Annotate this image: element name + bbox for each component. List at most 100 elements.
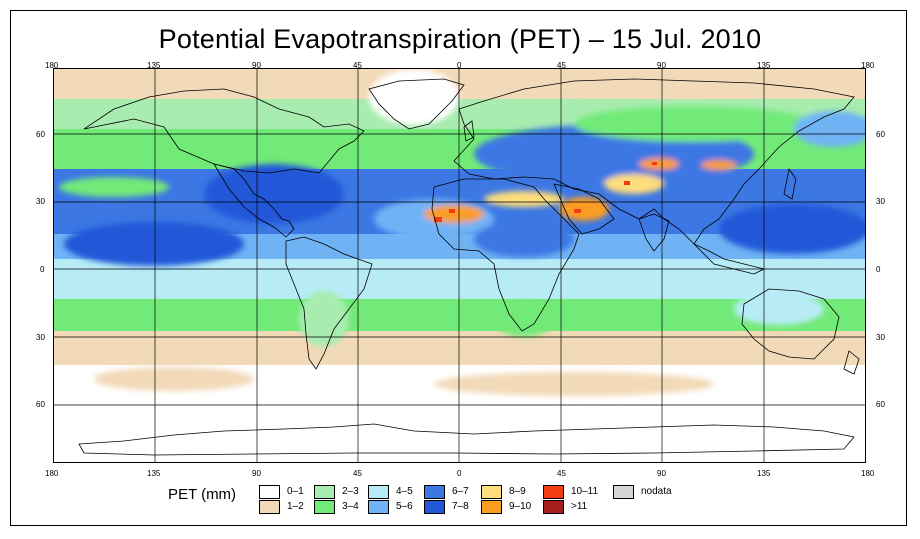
legend-label: 5–6 bbox=[396, 501, 413, 512]
legend-swatch bbox=[613, 485, 634, 499]
tick-bottom-4: 0 bbox=[457, 469, 462, 478]
band-equator bbox=[54, 259, 865, 304]
legend-swatch bbox=[543, 485, 564, 499]
tick-top-0: 180 bbox=[45, 61, 59, 70]
legend-label: 6–7 bbox=[452, 486, 469, 497]
legend-swatch bbox=[314, 485, 335, 499]
hotspot-sahara-red-2 bbox=[449, 209, 455, 213]
tick-right-3: 30 bbox=[876, 333, 885, 342]
tick-top-3: 45 bbox=[353, 61, 362, 70]
legend-label: 8–9 bbox=[509, 486, 526, 497]
patch-arctic-white bbox=[554, 72, 794, 96]
patch-north-pacific-lightblue bbox=[794, 111, 865, 147]
pet-patches bbox=[59, 69, 865, 396]
coast-eurasia bbox=[453, 78, 855, 245]
tick-top-6: 90 bbox=[657, 61, 666, 70]
legend-swatch bbox=[259, 500, 280, 514]
tick-bottom-7: 135 bbox=[757, 469, 771, 478]
patch-greenland-white bbox=[369, 69, 459, 125]
legend-label: 3–4 bbox=[342, 501, 359, 512]
legend-label: 7–8 bbox=[452, 501, 469, 512]
tick-bottom-0: 180 bbox=[45, 469, 59, 478]
hotspot-sahara-red-1 bbox=[434, 217, 442, 222]
patch-africa-blue bbox=[474, 221, 574, 257]
patch-siberia-green bbox=[574, 106, 814, 142]
tick-right-2: 0 bbox=[876, 265, 881, 274]
legend-label: 9–10 bbox=[509, 501, 532, 512]
legend-swatch bbox=[543, 500, 564, 514]
tick-left-3: 30 bbox=[36, 333, 45, 342]
hotspot-iran-red bbox=[624, 181, 630, 185]
tick-top-5: 45 bbox=[557, 61, 566, 70]
coast-africa bbox=[431, 178, 580, 332]
patch-south-tan-1 bbox=[94, 367, 254, 391]
coast-north-america bbox=[83, 88, 365, 174]
tick-left-1: 30 bbox=[36, 197, 45, 206]
tick-bottom-8: 180 bbox=[861, 469, 875, 478]
tick-bottom-2: 90 bbox=[252, 469, 261, 478]
legend-swatch bbox=[259, 485, 280, 499]
coast-greenland bbox=[368, 78, 465, 130]
legend-label: nodata bbox=[641, 486, 672, 497]
coast-arabia bbox=[553, 183, 615, 235]
legend-swatch bbox=[481, 485, 502, 499]
patch-south-tan-2 bbox=[434, 372, 714, 396]
coast-india bbox=[638, 213, 670, 252]
patch-south-america-green bbox=[299, 291, 349, 347]
figure-frame bbox=[10, 10, 907, 526]
legend-label: 1–2 bbox=[287, 501, 304, 512]
tick-bottom-1: 135 bbox=[147, 469, 161, 478]
coast-uk bbox=[463, 120, 475, 142]
coast-central-america bbox=[213, 163, 295, 238]
legend-swatch bbox=[368, 485, 389, 499]
patch-australia-cyan bbox=[734, 293, 824, 325]
patch-iran-yellow bbox=[604, 174, 664, 194]
patch-arabia-orange bbox=[559, 197, 609, 221]
coast-antarctica bbox=[78, 423, 855, 456]
patch-pacific-green-1 bbox=[59, 177, 169, 197]
hotspots bbox=[434, 162, 657, 222]
legend-label: 10–11 bbox=[571, 486, 599, 497]
tick-left-4: 60 bbox=[36, 400, 45, 409]
tick-left-0: 60 bbox=[36, 130, 45, 139]
tick-top-2: 90 bbox=[252, 61, 261, 70]
tick-bottom-5: 45 bbox=[557, 469, 566, 478]
coast-south-america bbox=[285, 236, 373, 370]
tick-right-0: 60 bbox=[876, 130, 885, 139]
legend-swatch bbox=[481, 500, 502, 514]
patch-sahara-yellow bbox=[484, 191, 564, 207]
coast-new-zealand bbox=[843, 350, 860, 375]
tick-bottom-3: 45 bbox=[353, 469, 362, 478]
coastlines bbox=[78, 78, 860, 456]
legend-swatch bbox=[424, 485, 445, 499]
patch-mongolia-orange bbox=[701, 160, 737, 170]
tick-right-1: 30 bbox=[876, 197, 885, 206]
legend-swatch bbox=[424, 500, 445, 514]
tick-bottom-6: 90 bbox=[657, 469, 666, 478]
tick-right-4: 60 bbox=[876, 400, 885, 409]
graticule bbox=[54, 69, 865, 462]
coast-japan bbox=[783, 168, 797, 200]
hotspot-arabia-red bbox=[574, 209, 581, 213]
legend-swatch bbox=[314, 500, 335, 514]
legend-swatch bbox=[368, 500, 389, 514]
legend-title: PET (mm) bbox=[168, 486, 237, 503]
patch-pacific-blue-2 bbox=[719, 204, 865, 254]
legend-label: 2–3 bbox=[342, 486, 359, 497]
tick-top-1: 135 bbox=[147, 61, 161, 70]
map-title: Potential Evapotranspiration (PET) – 15 … bbox=[158, 24, 762, 54]
patch-central-asia-orange bbox=[639, 158, 679, 170]
patch-north-america-blue bbox=[204, 164, 344, 224]
tick-top-7: 135 bbox=[757, 61, 771, 70]
tick-top-4: 0 bbox=[457, 61, 462, 70]
patch-pacific-blue-1 bbox=[64, 222, 244, 266]
legend-label: 0–1 bbox=[287, 486, 304, 497]
pet-map bbox=[53, 68, 866, 463]
tick-left-2: 0 bbox=[40, 265, 45, 274]
hotspot-central-asia-red bbox=[652, 162, 657, 165]
patch-south-africa-green bbox=[494, 301, 554, 337]
legend-label: >11 bbox=[571, 501, 588, 512]
coast-australia bbox=[741, 288, 840, 360]
legend-label: 4–5 bbox=[396, 486, 413, 497]
tick-top-8: 180 bbox=[861, 61, 875, 70]
